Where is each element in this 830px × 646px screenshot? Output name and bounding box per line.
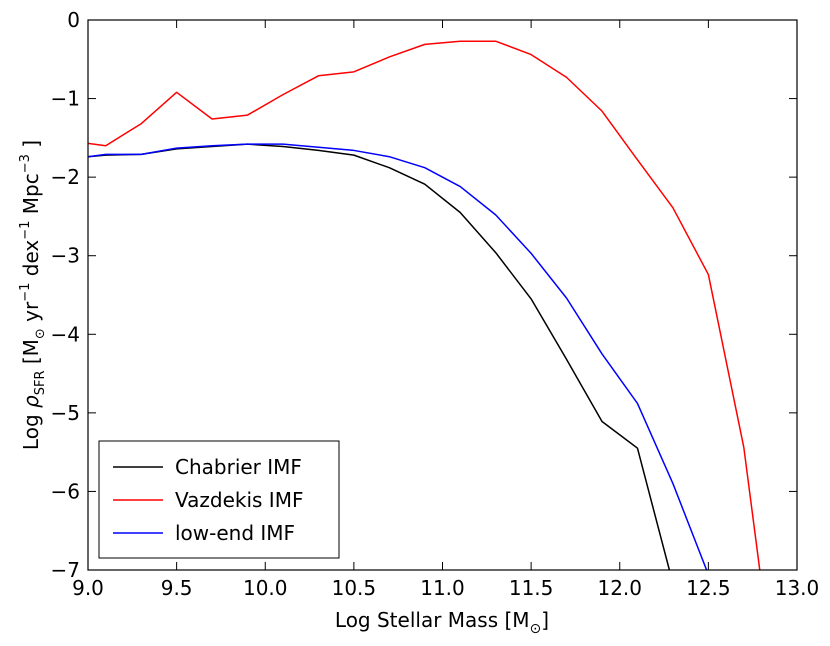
x-tick-label: 11.0 (420, 576, 465, 600)
x-tick-label: 11.5 (509, 576, 554, 600)
x-tick-label: 9.5 (161, 576, 193, 600)
legend-label-low-end: low-end IMF (175, 521, 295, 545)
y-tick-label: −2 (51, 165, 80, 189)
series-line-vazdekis-imf (88, 40, 761, 570)
y-tick-label: 0 (67, 8, 80, 32)
x-axis-label: Log Stellar Mass [M⊙] (335, 608, 549, 637)
x-tick-label: 9.0 (72, 576, 104, 600)
y-tick-label: −4 (51, 322, 80, 346)
y-axis-label: Log ρSFR [M⊙ yr−1 dex−1 Mpc−3 ] (18, 140, 48, 450)
y-tick-label: −7 (51, 558, 80, 582)
y-tick-label: −6 (51, 479, 80, 503)
legend: Chabrier IMF Vazdekis IMF low-end IMF (98, 440, 340, 559)
y-tick-label: −1 (51, 87, 80, 111)
series-line-low-end-imf (88, 143, 708, 570)
y-tick-label: −3 (51, 244, 80, 268)
legend-label-vazdekis: Vazdekis IMF (175, 488, 303, 512)
x-tick-label: 12.5 (686, 576, 731, 600)
x-tick-label: 10.0 (243, 576, 288, 600)
legend-label-chabrier: Chabrier IMF (175, 455, 302, 479)
ticks-layer: 9.0 9.5 10.0 10.5 11.0 11.5 12.0 12.5 13.0 0 −1 −2 −… (51, 8, 820, 600)
series-layer (88, 40, 761, 570)
x-tick-label: 10.5 (332, 576, 377, 600)
x-tick-label: 13.0 (775, 576, 820, 600)
x-tick-label: 12.0 (597, 576, 642, 600)
y-tick-label: −5 (51, 401, 80, 425)
